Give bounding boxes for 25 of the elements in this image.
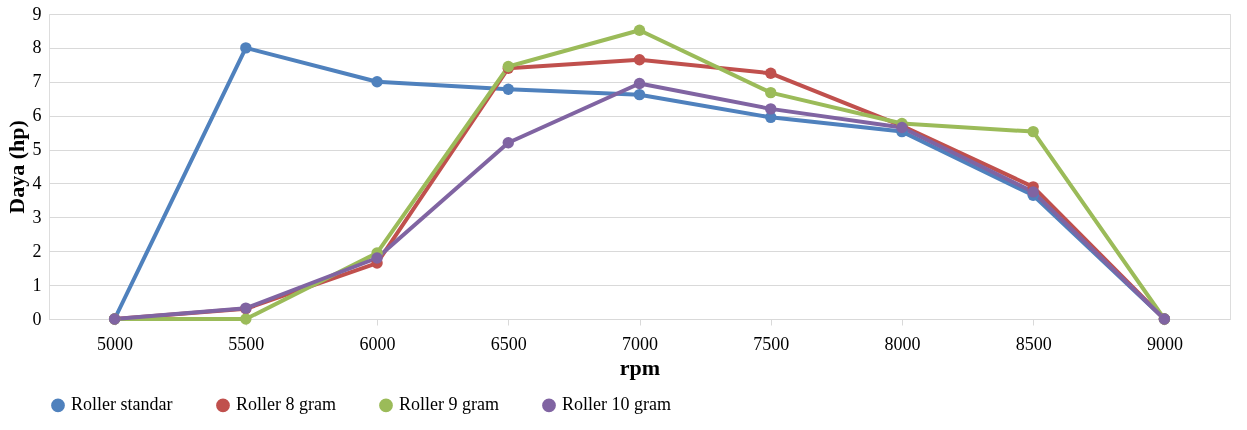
y-tick-label: 7 bbox=[32, 71, 42, 92]
y-tick-label: 4 bbox=[32, 172, 42, 193]
x-tick-label: 9000 bbox=[1146, 333, 1183, 354]
x-tick-label: 7000 bbox=[622, 333, 658, 354]
y-tick-label: 3 bbox=[32, 206, 42, 227]
legend-label: Roller 8 gram bbox=[236, 394, 336, 415]
x-axis-title: rpm bbox=[619, 354, 661, 380]
y-tick-label: 6 bbox=[32, 105, 42, 126]
y-axis-title: Daya (hp) bbox=[3, 120, 29, 214]
y-tick-label: 9 bbox=[32, 3, 42, 24]
legend-label: Roller 9 gram bbox=[399, 394, 499, 415]
x-tick-label: 5000 bbox=[97, 333, 134, 354]
x-tick-label: 7500 bbox=[753, 333, 790, 354]
legend-label: Roller standar bbox=[71, 394, 173, 415]
y-tick-label: 0 bbox=[32, 308, 42, 329]
y-tick-label: 8 bbox=[32, 37, 42, 58]
x-tick-label: 6000 bbox=[359, 333, 396, 354]
x-tick-label: 8000 bbox=[884, 333, 921, 354]
y-tick-label: 2 bbox=[32, 240, 42, 261]
x-tick-label: 8500 bbox=[1015, 333, 1052, 354]
x-tick-label: 6500 bbox=[490, 333, 527, 354]
y-tick-label: 5 bbox=[32, 139, 42, 160]
x-tick-label: 5500 bbox=[228, 333, 265, 354]
legend-label: Roller 10 gram bbox=[562, 394, 671, 415]
y-tick-label: 1 bbox=[32, 274, 42, 295]
